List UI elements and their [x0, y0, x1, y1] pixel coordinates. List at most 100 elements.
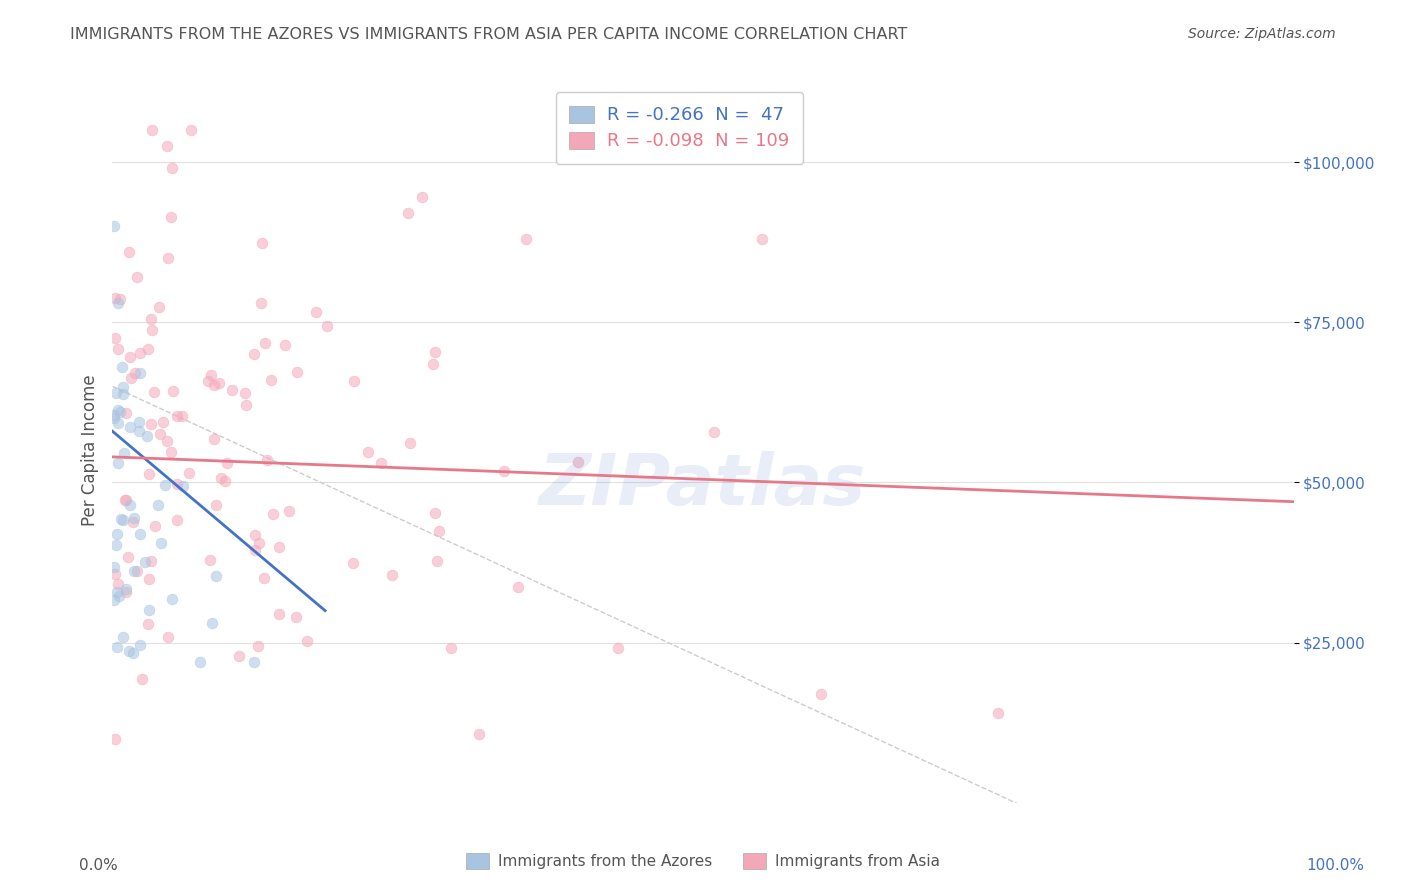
- Point: [139, 417, 162, 431]
- Point: [107, 640, 129, 654]
- Point: [381, 568, 404, 582]
- Point: [104, 731, 127, 746]
- Point: [128, 424, 150, 438]
- Point: [135, 429, 157, 443]
- Point: [108, 292, 131, 306]
- Point: [166, 476, 188, 491]
- Point: [112, 630, 135, 644]
- Point: [121, 646, 143, 660]
- Text: 100.0%: 100.0%: [1306, 858, 1365, 872]
- Point: [138, 572, 160, 586]
- Point: [198, 553, 221, 567]
- Point: [128, 415, 150, 429]
- Point: [142, 384, 165, 399]
- Point: [256, 453, 278, 467]
- Point: [205, 498, 228, 512]
- Point: [138, 602, 160, 616]
- Point: [515, 232, 537, 246]
- Point: [118, 498, 141, 512]
- Point: [103, 410, 125, 425]
- Point: [122, 511, 145, 525]
- Point: [150, 535, 173, 549]
- Point: [243, 655, 266, 669]
- Point: [247, 536, 270, 550]
- Point: [250, 235, 273, 250]
- Point: [160, 445, 183, 459]
- Point: [285, 365, 308, 379]
- Point: [138, 616, 160, 631]
- Point: [468, 727, 491, 741]
- Point: [188, 656, 211, 670]
- Text: ZIPatlas: ZIPatlas: [540, 451, 866, 520]
- Point: [112, 513, 135, 527]
- Point: [107, 296, 129, 310]
- Point: [107, 585, 129, 599]
- Point: [105, 526, 128, 541]
- Point: [107, 417, 129, 431]
- Point: [108, 404, 131, 418]
- Point: [107, 456, 129, 470]
- Point: [104, 385, 127, 400]
- Point: [508, 580, 530, 594]
- Point: [243, 528, 266, 542]
- Point: [429, 524, 451, 538]
- Point: [122, 516, 145, 530]
- Point: [357, 445, 380, 459]
- Point: [128, 639, 150, 653]
- Point: [111, 360, 134, 375]
- Point: [166, 409, 188, 423]
- Point: [148, 300, 170, 314]
- Point: [156, 630, 179, 644]
- Point: [703, 425, 725, 440]
- Point: [810, 687, 832, 701]
- Point: [139, 311, 162, 326]
- Point: [259, 373, 281, 387]
- Point: [103, 408, 125, 422]
- Text: Source: ZipAtlas.com: Source: ZipAtlas.com: [1188, 27, 1336, 41]
- Point: [129, 366, 152, 380]
- Point: [399, 436, 422, 450]
- Point: [107, 343, 129, 357]
- Point: [987, 706, 1010, 720]
- Text: IMMIGRANTS FROM THE AZORES VS IMMIGRANTS FROM ASIA PER CAPITA INCOME CORRELATION: IMMIGRANTS FROM THE AZORES VS IMMIGRANTS…: [70, 27, 908, 42]
- Point: [152, 415, 174, 429]
- Point: [120, 420, 142, 434]
- Point: [104, 291, 127, 305]
- Point: [262, 507, 284, 521]
- Point: [127, 564, 149, 578]
- Point: [143, 519, 166, 533]
- Point: [160, 210, 183, 224]
- Point: [316, 319, 339, 334]
- Point: [423, 506, 446, 520]
- Point: [112, 445, 135, 459]
- Point: [254, 336, 277, 351]
- Point: [411, 189, 433, 203]
- Point: [110, 512, 132, 526]
- Point: [567, 455, 589, 469]
- Point: [172, 479, 194, 493]
- Text: 0.0%: 0.0%: [79, 858, 118, 872]
- Point: [160, 161, 183, 176]
- Point: [136, 342, 159, 356]
- Point: [267, 541, 290, 555]
- Point: [118, 245, 141, 260]
- Point: [202, 378, 225, 392]
- Point: [370, 456, 392, 470]
- Point: [118, 644, 141, 658]
- Point: [114, 493, 136, 508]
- Point: [115, 582, 138, 597]
- Point: [124, 564, 146, 578]
- Point: [214, 474, 236, 488]
- Point: [141, 123, 163, 137]
- Point: [166, 513, 188, 527]
- Point: [157, 251, 180, 265]
- Point: [128, 345, 150, 359]
- Point: [118, 351, 141, 365]
- Point: [221, 383, 243, 397]
- Point: [149, 427, 172, 442]
- Point: [141, 323, 163, 337]
- Point: [208, 376, 231, 390]
- Point: [108, 589, 131, 603]
- Point: [278, 504, 301, 518]
- Point: [342, 556, 364, 570]
